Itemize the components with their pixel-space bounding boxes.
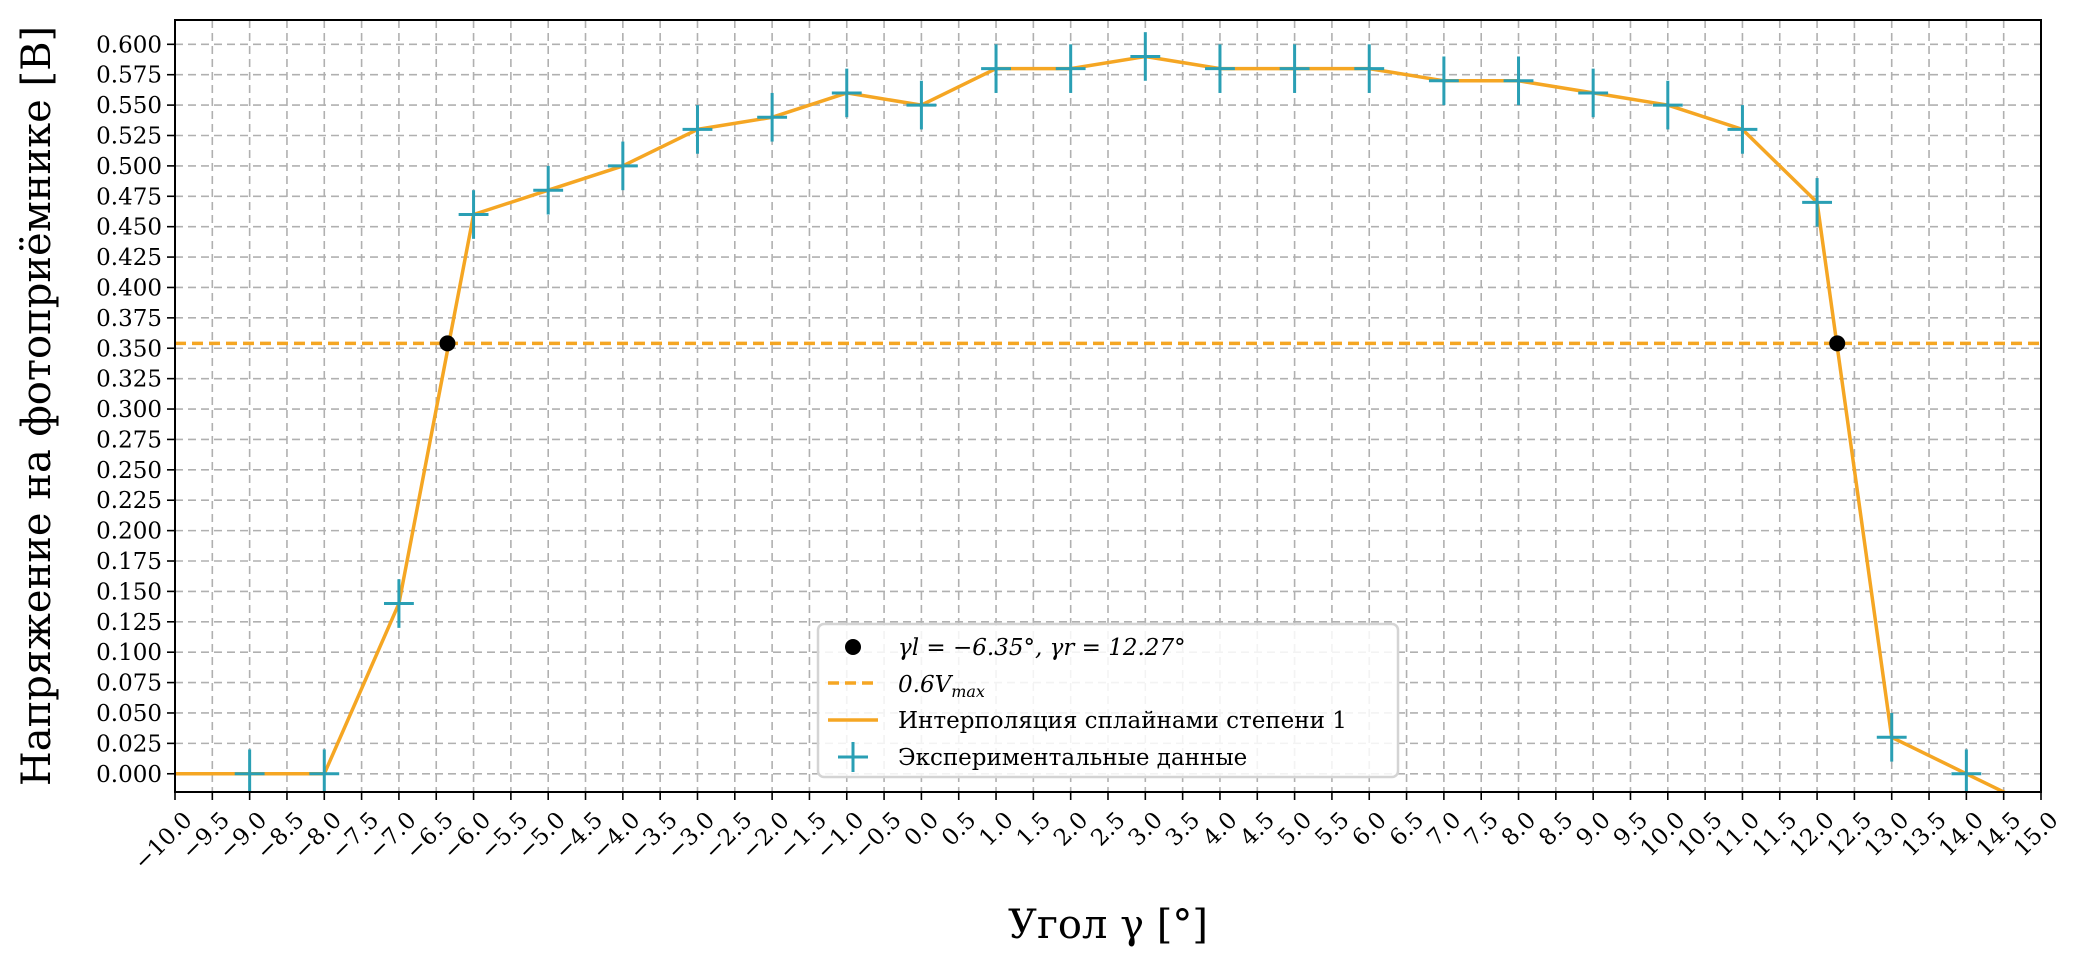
legend-threshold-main: 0.6V [898,672,954,698]
data-point [1727,105,1758,154]
y-tick-label: 0.175 [96,549,162,575]
y-tick-label: 0.025 [96,731,162,757]
legend-box [816,622,1400,779]
y-tick-label: 0.200 [96,519,162,545]
y-tick-label: 0.250 [96,458,162,484]
y-tick-label: 0.350 [96,336,162,362]
y-tick-label: 0.600 [96,32,162,58]
legend-label-threshold: 0.6Vmax [898,672,985,701]
legend-label-intersections: γl = −6.35°, γr = 12.27° [898,635,1186,661]
y-tick-label: 0.075 [96,671,162,697]
data-point [831,68,862,118]
y-tick-label: 0.525 [96,123,162,149]
data-point [458,190,489,239]
interpolation-line [175,54,2008,792]
legend-label-interpolation: Интерполяция сплайнами степени 1 [898,708,1347,734]
data-point [1951,749,1982,792]
data-point [1205,44,1235,93]
y-tick-label: 0.100 [96,640,162,666]
data-point [1652,80,1683,130]
y-tick-label: 0.375 [96,306,162,332]
plot-content [175,32,2041,792]
data-point [1876,712,1907,762]
data-point [1428,56,1459,106]
intersection-point [1829,335,1846,352]
y-tick-label: 0.400 [96,275,162,301]
data-point [757,92,788,142]
y-tick-label: 0.550 [96,93,162,119]
data-point [981,44,1011,93]
y-tick-label: 0.425 [96,245,162,271]
legend-marker-intersections [845,639,861,655]
y-tick-label: 0.300 [96,397,162,423]
y-tick-label: 0.000 [96,762,162,788]
data-point [906,80,937,130]
y-tick-label: 0.450 [96,215,162,241]
data-point [682,105,713,154]
data-point [1055,44,1086,93]
y-tick-label: 0.275 [96,427,162,453]
y-tick-label: 0.500 [96,154,162,180]
data-point [1279,44,1310,93]
intersection-point [439,335,456,352]
data-point [1130,32,1161,81]
y-tick-label: 0.575 [96,63,162,89]
y-tick-label: 0.150 [96,579,162,605]
legend-label-data: Экспериментальные данные [898,745,1247,771]
y-tick-label: 0.125 [96,610,162,636]
data-point [607,141,638,191]
y-tick-label: 0.050 [96,701,162,727]
data-point [383,579,414,628]
legend: γl = −6.35°, γr = 12.27° 0.6Vmax Интерпо… [816,622,1400,779]
y-axis-title: Напряжение на фотоприёмнике [B] [14,26,60,786]
data-point [1578,68,1609,118]
data-point [309,749,340,792]
data-point [1354,44,1385,93]
data-point [1503,56,1534,106]
legend-threshold-sub: max [951,682,985,701]
y-tick-label: 0.325 [96,367,162,393]
x-axis-title: Угол γ [°] [1008,902,1208,948]
y-tick-label: 0.225 [96,488,162,514]
data-point [234,749,265,792]
data-point [533,165,564,215]
data-point [1802,178,1833,227]
y-tick-label: 0.475 [96,184,162,210]
